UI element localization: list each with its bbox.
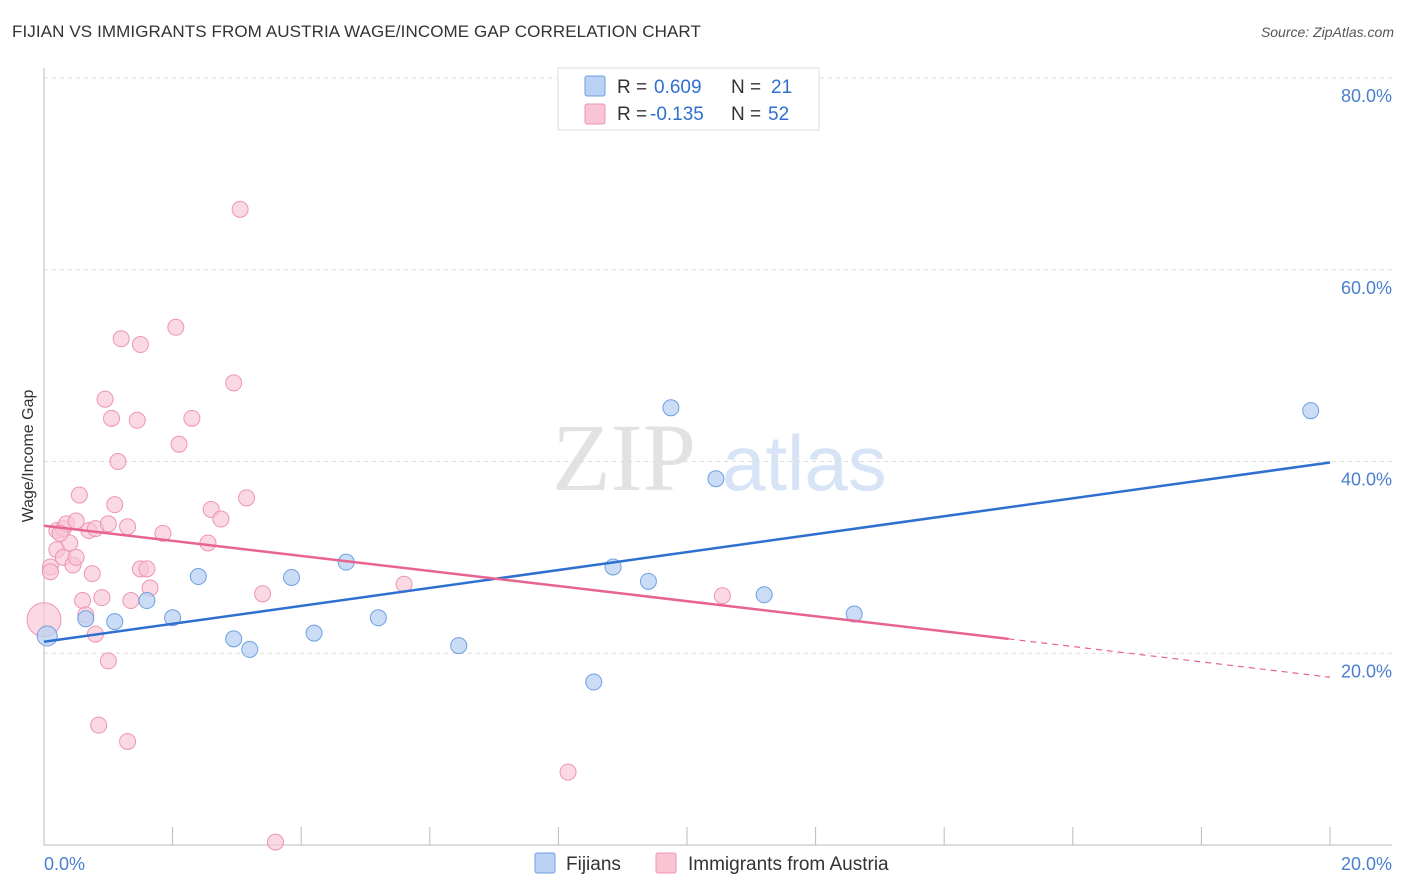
austria-point bbox=[99, 515, 117, 533]
chart-title: FIJIAN VS IMMIGRANTS FROM AUSTRIA WAGE/I… bbox=[12, 22, 701, 41]
fijian-point bbox=[283, 569, 301, 587]
bottom-legend-austria: Immigrants from Austria bbox=[688, 854, 889, 875]
legend-r-label-2: R = bbox=[617, 104, 647, 125]
legend-r-value-1: 0.609 bbox=[654, 77, 702, 98]
austria-point bbox=[167, 318, 185, 336]
y-tick-labels: 20.0% 40.0% 60.0% 80.0% bbox=[1341, 86, 1392, 681]
austria-point bbox=[112, 330, 130, 348]
austria-point bbox=[170, 435, 188, 453]
axes bbox=[43, 68, 1392, 846]
bottom-legend-fijians: Fijians bbox=[566, 854, 621, 875]
austria-trend-line bbox=[43, 524, 1009, 641]
legend-r-value-2: -0.135 bbox=[650, 104, 704, 125]
fijian-point bbox=[164, 609, 182, 627]
austria-point bbox=[225, 374, 243, 392]
y-tick-label: 60.0% bbox=[1341, 278, 1392, 298]
legend-n-value-2: 52 bbox=[768, 104, 789, 125]
austria-point bbox=[212, 510, 230, 528]
austria-point bbox=[93, 589, 111, 607]
austria-point bbox=[70, 486, 88, 504]
legend-swatch-fijians bbox=[584, 75, 606, 97]
bottom-legend-swatch-austria bbox=[655, 852, 677, 874]
austria-point bbox=[96, 390, 114, 408]
austria-point bbox=[266, 833, 284, 851]
y-tick-label: 40.0% bbox=[1341, 470, 1392, 490]
austria-point bbox=[238, 489, 256, 507]
fijian-point bbox=[189, 568, 207, 586]
y-tick-label: 80.0% bbox=[1341, 86, 1392, 106]
austria-point bbox=[106, 496, 124, 514]
watermark: ZIP atlas bbox=[552, 404, 887, 511]
source-credit: Source: ZipAtlas.com bbox=[1260, 24, 1394, 40]
austria-point bbox=[51, 524, 69, 542]
series-fijians-points bbox=[36, 399, 1320, 691]
fijian-point bbox=[707, 470, 725, 488]
bottom-legend: Fijians Immigrants from Austria bbox=[534, 852, 889, 875]
austria-point bbox=[559, 763, 577, 781]
series-austria-points bbox=[26, 200, 731, 851]
fijian-point bbox=[77, 610, 95, 628]
austria-trend-extension bbox=[1008, 638, 1331, 678]
y-tick-label: 20.0% bbox=[1341, 661, 1392, 681]
austria-point bbox=[99, 652, 117, 670]
fijian-point bbox=[305, 624, 323, 642]
fijian-point bbox=[585, 673, 603, 691]
bottom-legend-swatch-fijians bbox=[534, 852, 556, 874]
fijian-point bbox=[755, 586, 773, 604]
austria-point bbox=[67, 548, 85, 566]
fijian-point bbox=[639, 572, 657, 590]
trend-lines bbox=[43, 461, 1331, 678]
legend-box: R = 0.609 N = 21 R = -0.135 N = 52 bbox=[557, 67, 820, 131]
austria-point bbox=[138, 560, 156, 578]
legend-n-label-2: N = bbox=[731, 104, 761, 125]
austria-point bbox=[90, 716, 108, 734]
legend-n-label-1: N = bbox=[731, 77, 761, 98]
fijian-point bbox=[106, 613, 124, 631]
legend-r-label-1: R = bbox=[617, 77, 647, 98]
fijian-point bbox=[36, 625, 58, 647]
legend-swatch-austria bbox=[584, 103, 606, 125]
austria-point bbox=[183, 409, 201, 427]
fijian-point bbox=[225, 630, 243, 648]
austria-point bbox=[41, 563, 59, 581]
watermark-zip: ZIP bbox=[552, 404, 696, 511]
austria-point bbox=[109, 453, 127, 470]
grid-lines bbox=[44, 77, 1392, 654]
fijian-point bbox=[241, 640, 259, 658]
austria-point bbox=[128, 411, 146, 429]
austria-point bbox=[119, 732, 137, 750]
fijian-point bbox=[662, 399, 680, 417]
fijian-point bbox=[450, 637, 468, 655]
austria-point bbox=[154, 524, 172, 542]
austria-point bbox=[103, 409, 121, 427]
austria-point bbox=[83, 565, 101, 583]
legend-n-value-1: 21 bbox=[771, 77, 792, 98]
watermark-atlas: atlas bbox=[722, 419, 887, 507]
x-tick-label: 0.0% bbox=[44, 854, 85, 874]
austria-point bbox=[199, 534, 217, 552]
austria-point bbox=[231, 200, 249, 218]
y-axis-title: Wage/Income Gap bbox=[20, 390, 37, 523]
austria-point bbox=[119, 518, 137, 536]
austria-point bbox=[122, 592, 140, 610]
fijian-point bbox=[369, 609, 387, 627]
austria-point bbox=[254, 585, 272, 603]
austria-point bbox=[713, 587, 731, 605]
fijian-point bbox=[138, 592, 156, 610]
x-tick-labels: 0.0% 20.0% bbox=[44, 854, 1392, 874]
fijian-point bbox=[1302, 402, 1320, 420]
austria-point bbox=[131, 336, 149, 354]
fijians-trend-line bbox=[43, 461, 1331, 643]
x-tick-label: 20.0% bbox=[1341, 854, 1392, 874]
austria-point bbox=[74, 592, 92, 610]
